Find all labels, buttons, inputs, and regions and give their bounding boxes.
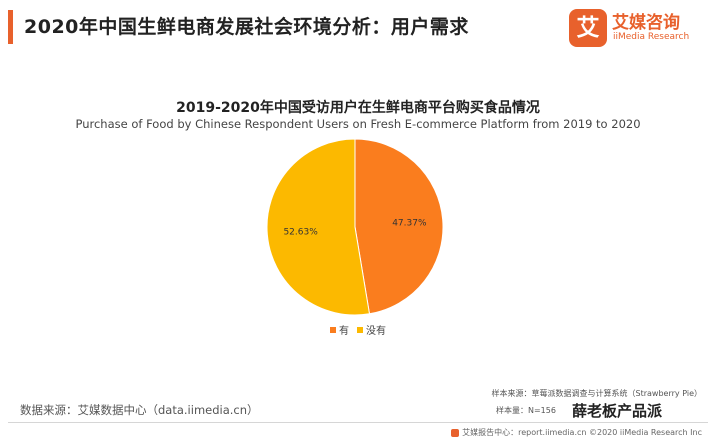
legend-label-1: 没有 <box>366 326 386 337</box>
pie-slice-0 <box>354 138 444 315</box>
chart-title: 2019-2020年中国受访用户在生鲜电商平台购买食品情况 <box>176 100 540 116</box>
legend-label-0: 有 <box>339 326 349 337</box>
legend-swatch-1 <box>357 327 363 333</box>
title-accent-bar <box>8 10 13 44</box>
report-icon <box>451 428 460 437</box>
data-source: 数据来源：艾媒数据中心（data.iimedia.cn） <box>20 403 259 417</box>
report-center: 艾媒报告中心：report.iimedia.cn ©2020 iiMedia R… <box>451 427 702 438</box>
page-title: 2020年中国生鲜电商发展社会环境分析：用户需求 <box>24 16 469 38</box>
legend-swatch-0 <box>330 327 336 333</box>
brand-logo: 艾 艾媒咨询 iiMedia Research <box>569 6 709 48</box>
report-center-text: 艾媒报告中心：report.iimedia.cn ©2020 iiMedia R… <box>462 428 702 437</box>
pie-slice-label-1: 52.63% <box>283 228 318 238</box>
watermark: 薛老板产品派 <box>572 400 663 421</box>
sample-size: 样本量：N=156 <box>496 406 556 415</box>
brand-logo-icon: 艾 <box>569 9 607 47</box>
pie-chart: 47.37% 52.63% <box>266 138 444 316</box>
footer-divider <box>8 422 708 423</box>
legend-item-0: 有 <box>330 322 349 337</box>
brand-name-en: iiMedia Research <box>613 32 690 42</box>
chart-subtitle: Purchase of Food by Chinese Respondent U… <box>75 117 641 131</box>
legend-item-1: 没有 <box>357 322 386 337</box>
sample-source: 样本来源：草莓派数据调查与计算系统（Strawberry Pie） <box>491 389 702 398</box>
pie-slice-label-0: 47.37% <box>392 218 427 228</box>
pie-slice-1 <box>266 138 371 316</box>
brand-name-cn: 艾媒咨询 <box>612 13 680 33</box>
chart-legend: 有 没有 <box>0 322 716 337</box>
